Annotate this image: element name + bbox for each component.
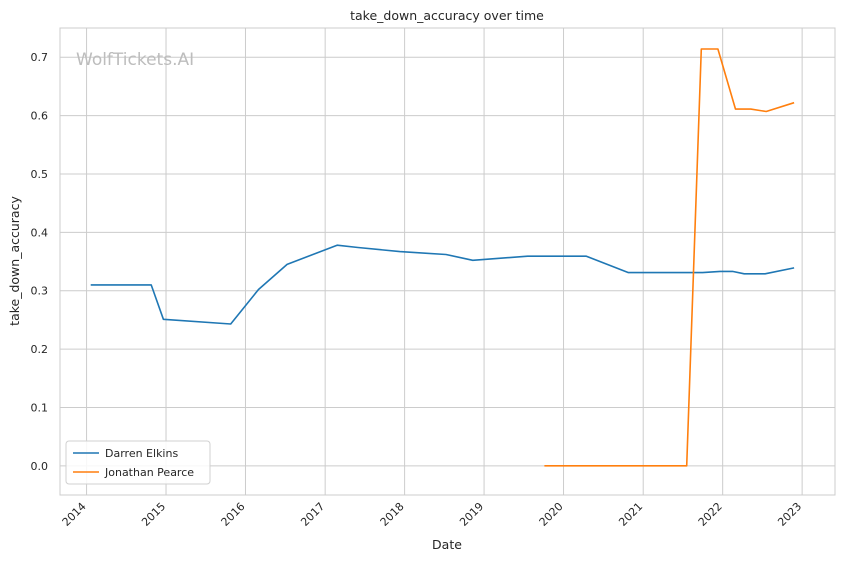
x-tick-label: 2018 (378, 500, 407, 529)
legend-box (65, 440, 211, 485)
x-tick-label: 2017 (298, 500, 327, 529)
y-axis-label: take_down_accuracy (7, 196, 22, 326)
grid-layer (60, 28, 835, 495)
x-tick-label: 2016 (219, 500, 248, 529)
x-tick-label: 2021 (616, 500, 645, 529)
chart-title: take_down_accuracy over time (350, 8, 544, 23)
x-tick-label: 2020 (537, 500, 566, 529)
plot-frame (59, 27, 836, 496)
x-tick-label: 2023 (775, 500, 804, 529)
y-tick-label: 0.1 (31, 401, 49, 414)
y-tick-label: 0.0 (31, 460, 49, 473)
series-layer (90, 48, 795, 467)
y-tick-label: 0.6 (31, 110, 49, 123)
y-tick-label: 0.5 (31, 168, 49, 181)
x-tick-label: 2014 (60, 500, 89, 529)
y-tick-label: 0.7 (31, 51, 49, 64)
legend: Darren Elkins Jonathan Pearce (65, 440, 211, 485)
x-tick-label: 2019 (457, 500, 486, 529)
y-tick-label: 0.4 (31, 226, 49, 239)
series-line-jonathan-pearce (544, 48, 795, 467)
x-tick-label: 2022 (696, 500, 725, 529)
x-axis-label: Date (432, 537, 462, 552)
watermark: WolfTickets.AI (76, 50, 194, 70)
y-tick-label: 0.3 (31, 285, 49, 298)
series-line-darren-elkins (90, 244, 795, 325)
legend-label-darren-elkins: Darren Elkins (105, 447, 178, 460)
x-tick-label: 2015 (139, 500, 168, 529)
legend-label-jonathan-pearce: Jonathan Pearce (104, 466, 194, 479)
y-tick-label: 0.2 (31, 343, 49, 356)
